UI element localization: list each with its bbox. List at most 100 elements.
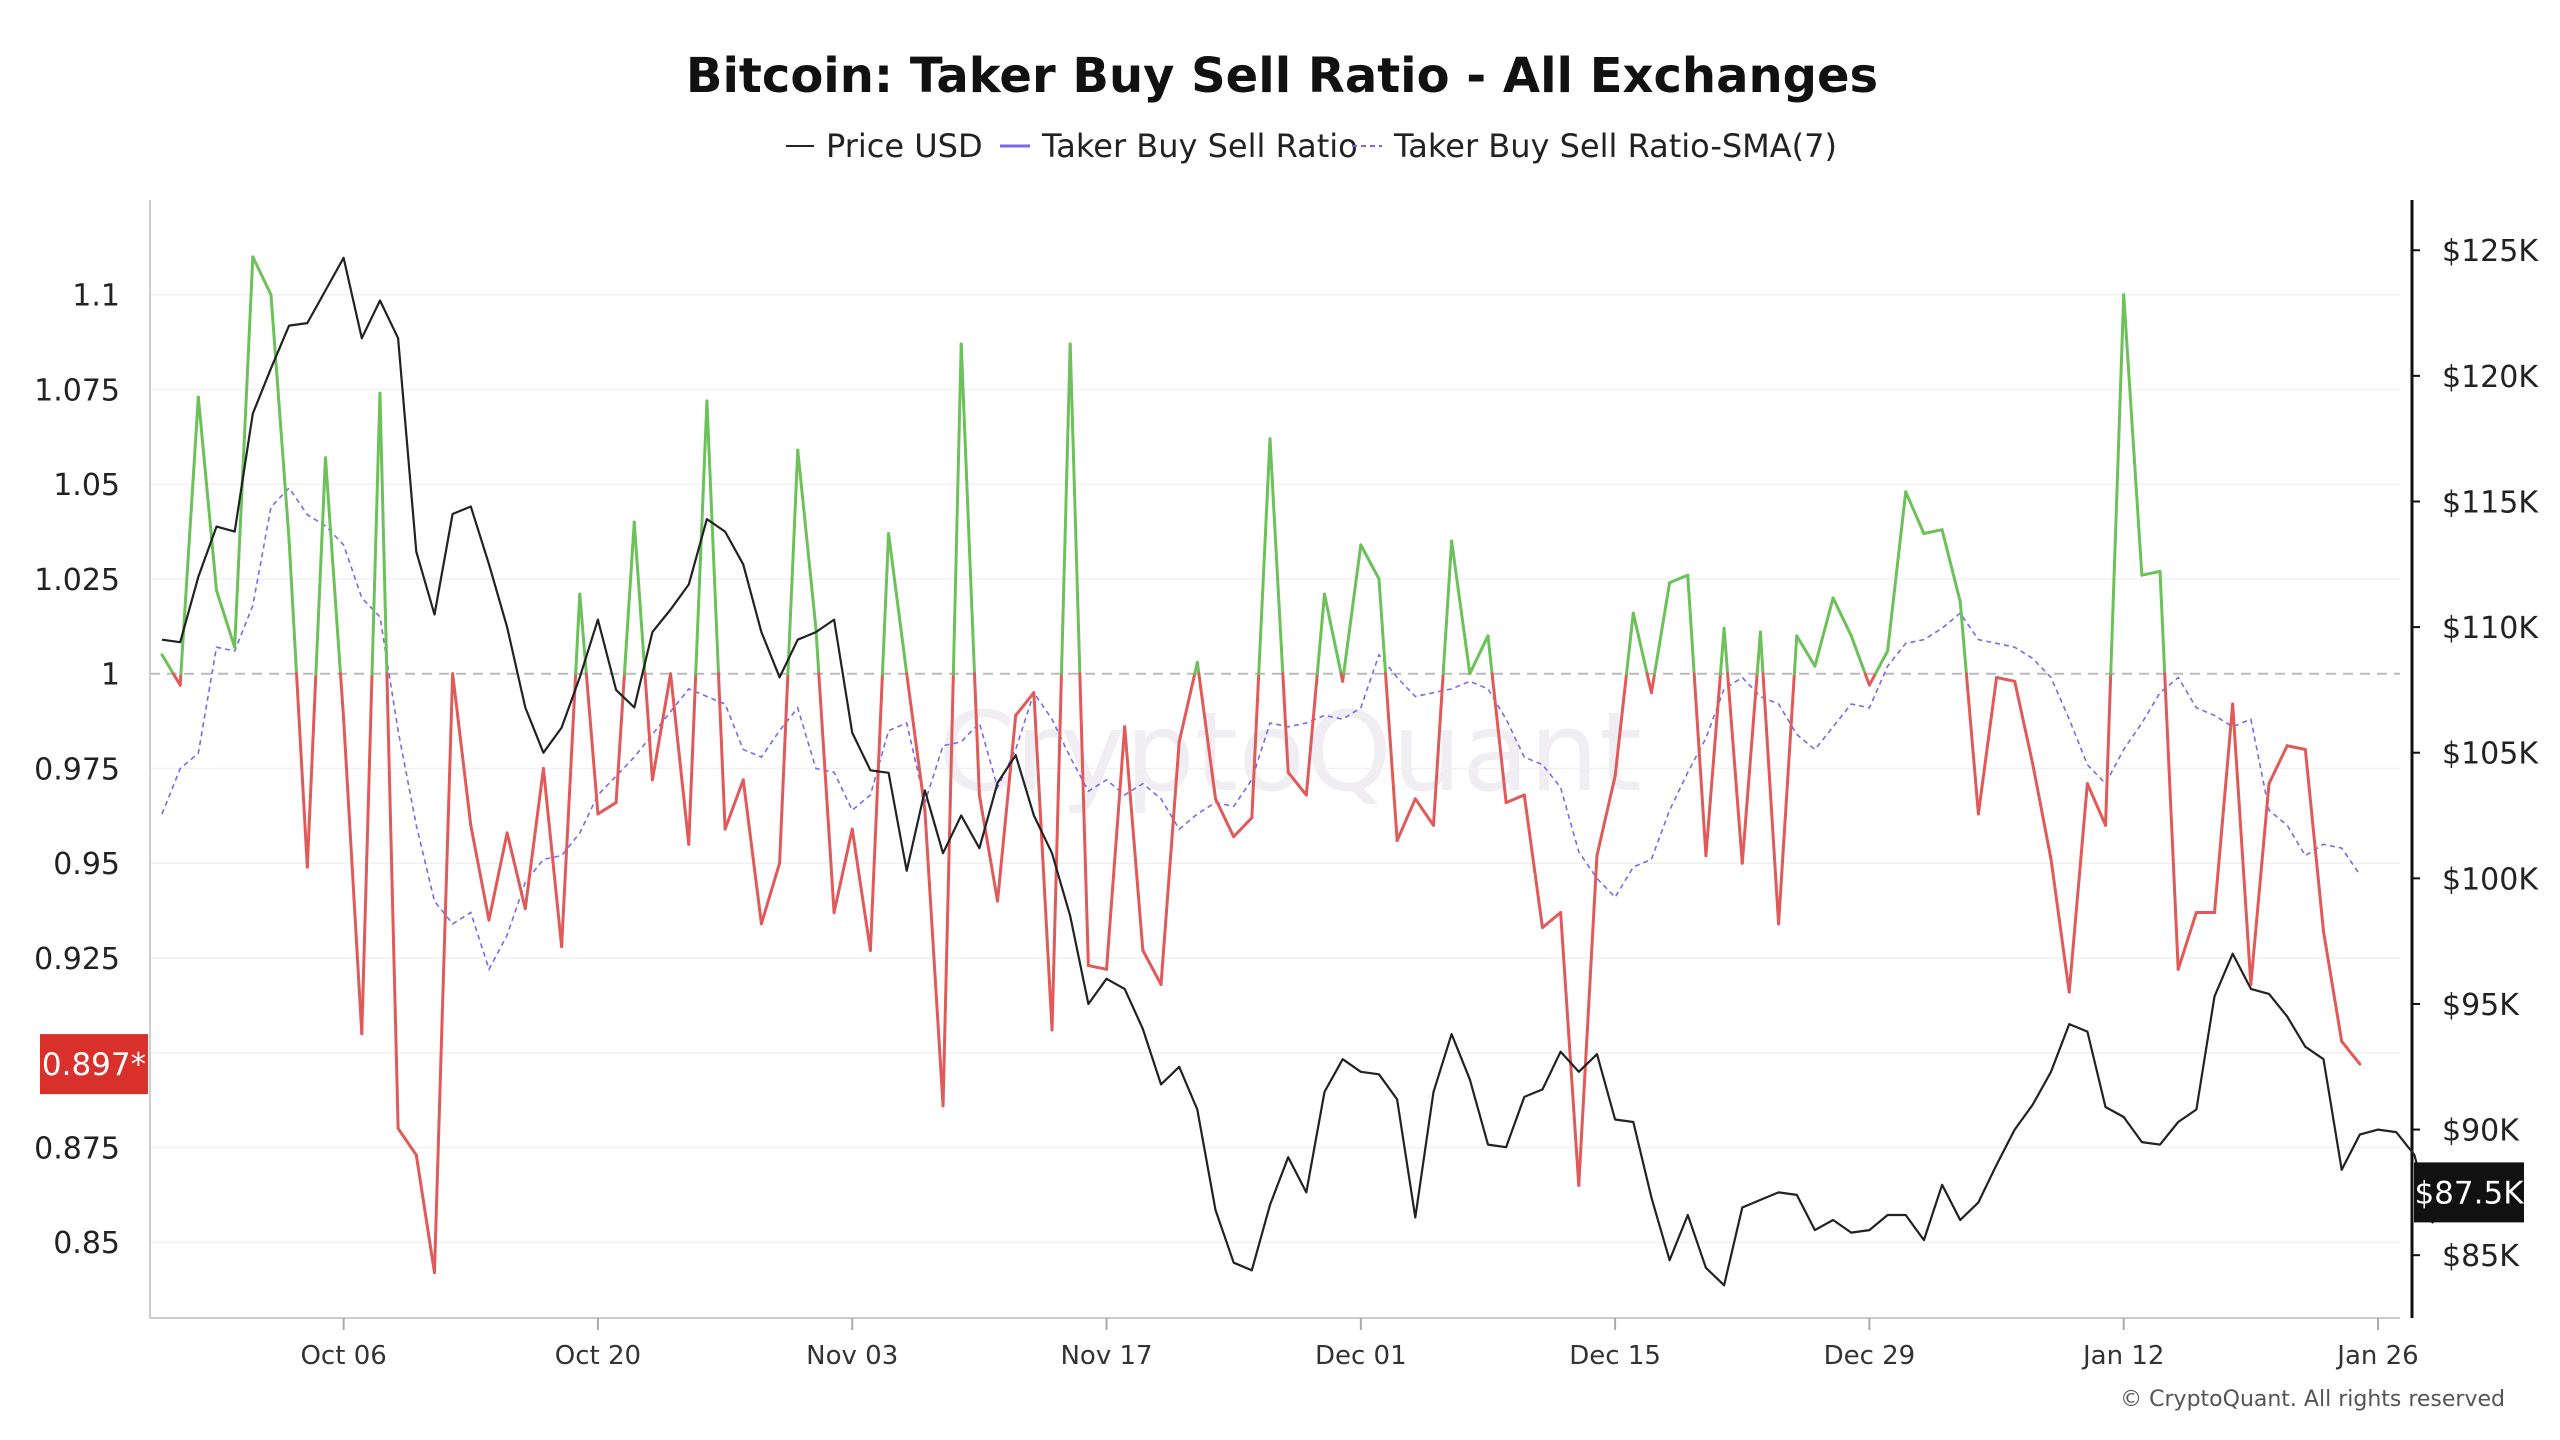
ratio-segment	[996, 713, 1018, 903]
ratio-segment	[269, 293, 291, 543]
y-left-tick-label: 0.85	[53, 1226, 120, 1261]
y-left-tick-label: 1.075	[34, 373, 120, 408]
ratio-segment	[596, 801, 618, 816]
ratio-segment	[741, 778, 763, 926]
ratio-segment	[905, 672, 927, 812]
ratio-segment	[1315, 592, 1326, 676]
ratio-segment	[505, 831, 527, 911]
ratio-segment	[1668, 573, 1690, 585]
right-axis-ticks: $85K $90K $95K $100K $105K $110K $115K $120K $12…	[2412, 234, 2539, 1274]
ratio-segment	[1431, 672, 1445, 827]
ratio-segment	[1123, 725, 1145, 952]
ratio-segment	[850, 827, 872, 952]
ratio-segment	[378, 391, 389, 676]
y-left-tick-label: 1	[101, 658, 120, 693]
ratio-segment	[1704, 672, 1722, 858]
ratio-segment	[1958, 600, 1968, 676]
ratio-segment	[1468, 634, 1490, 676]
ratio-segment	[1214, 797, 1236, 839]
ratio-segment	[305, 672, 318, 869]
ratio-segment	[584, 672, 600, 816]
ratio-segment	[1281, 672, 1290, 774]
ratio-segment	[1740, 672, 1759, 865]
ratio-segment	[1795, 634, 1817, 668]
ratio-segment	[2104, 672, 2113, 827]
ratio-segment	[342, 717, 364, 1036]
ratio-segment	[778, 672, 790, 865]
ratio-segment	[687, 672, 698, 846]
ratio-segment	[396, 1127, 418, 1157]
ratio-segment	[1486, 634, 1494, 676]
ratio-segment	[868, 672, 884, 952]
legend-label-sma: Taker Buy Sell Ratio-SMA(7)	[1393, 127, 1837, 165]
y-left-tick-label: 0.975	[34, 752, 120, 787]
ratio-segment	[487, 831, 509, 922]
x-tick-label: Nov 17	[1060, 1341, 1152, 1371]
y-right-tick-label: $95K	[2442, 988, 2520, 1023]
legend-item-sma[interactable]: Taker Buy Sell Ratio-SMA(7)	[1352, 127, 1837, 165]
ratio-segment	[650, 672, 673, 782]
ratio-segment	[2176, 910, 2198, 971]
ratio-segment	[2285, 744, 2307, 752]
ratio-segment	[1384, 672, 1399, 842]
y-right-tick-label: $115K	[2442, 485, 2539, 520]
ratio-segment	[1722, 626, 1730, 676]
ratio-segment	[1831, 596, 1853, 638]
current-ratio-badge-bg	[40, 1034, 148, 1095]
ratio-segment	[832, 827, 854, 914]
y-left-tick-label: 1.1	[72, 279, 120, 314]
ratio-segment	[414, 1153, 436, 1275]
ratio-segment	[1232, 816, 1254, 839]
ratio-segment	[574, 592, 582, 676]
ratio-segment	[295, 672, 309, 869]
y-right-tick-label: $90K	[2442, 1114, 2520, 1149]
ratio-segment	[1995, 676, 2017, 683]
series-price	[161, 256, 2452, 1287]
ratio-segment	[759, 861, 782, 926]
ratio-segment	[1873, 649, 1890, 676]
x-tick-label: Dec 15	[1569, 1341, 1661, 1371]
grid-lines	[150, 293, 2400, 1243]
ratio-segment	[972, 672, 981, 797]
current-price-badge-bg	[2414, 1162, 2524, 1223]
current-price-badge: $87.5K	[2414, 1162, 2524, 1223]
price-line	[161, 256, 2452, 1287]
ratio-segment	[1631, 611, 1649, 676]
y-right-tick-label: $105K	[2442, 737, 2539, 772]
ratio-segment	[1522, 793, 1544, 930]
ratio-segment	[887, 532, 909, 676]
ratio-segment	[705, 399, 720, 676]
ratio-segment	[2067, 782, 2089, 994]
ratio-segment	[1540, 910, 1563, 930]
ratio-segment	[1032, 691, 1054, 1032]
ratio-segment	[1377, 577, 1388, 676]
legend-label-ratio: Taker Buy Sell Ratio	[1041, 127, 1358, 165]
ratio-segment	[2249, 782, 2271, 986]
ratio-segment	[2303, 748, 2326, 933]
ratio-segment	[469, 823, 491, 922]
y-left-tick-label: 0.95	[53, 847, 120, 882]
ratio-segment	[370, 391, 382, 676]
ratio-segment	[1863, 672, 1871, 687]
ratio-segment	[880, 532, 891, 676]
ratio-segment	[1395, 797, 1417, 842]
x-tick-label: Jan 12	[2081, 1341, 2164, 1371]
ratio-segment	[1849, 634, 1867, 676]
ratio-segment	[669, 672, 691, 846]
ratio-segment	[338, 672, 346, 721]
ratio-segment	[314, 456, 327, 676]
ratio-segment	[2031, 763, 2053, 861]
chart-title: Bitcoin: Taker Buy Sell Ratio - All Exch…	[686, 48, 1878, 104]
ratio-segment	[643, 672, 654, 782]
legend-item-price[interactable]: Price USD	[786, 127, 983, 165]
ratio-segment	[1086, 964, 1109, 971]
ratio-segment	[2049, 857, 2071, 994]
ratio-segment	[1653, 581, 1672, 676]
ratio-segment	[1613, 672, 1629, 778]
y-right-tick-label: $100K	[2442, 862, 2539, 897]
y-right-tick-label: $85K	[2442, 1239, 2520, 1274]
legend-item-ratio[interactable]: Taker Buy Sell Ratio	[1000, 127, 1358, 165]
ratio-segment	[2140, 569, 2162, 577]
ratio-segment	[1413, 797, 1435, 827]
x-tick-label: Oct 06	[300, 1341, 386, 1371]
